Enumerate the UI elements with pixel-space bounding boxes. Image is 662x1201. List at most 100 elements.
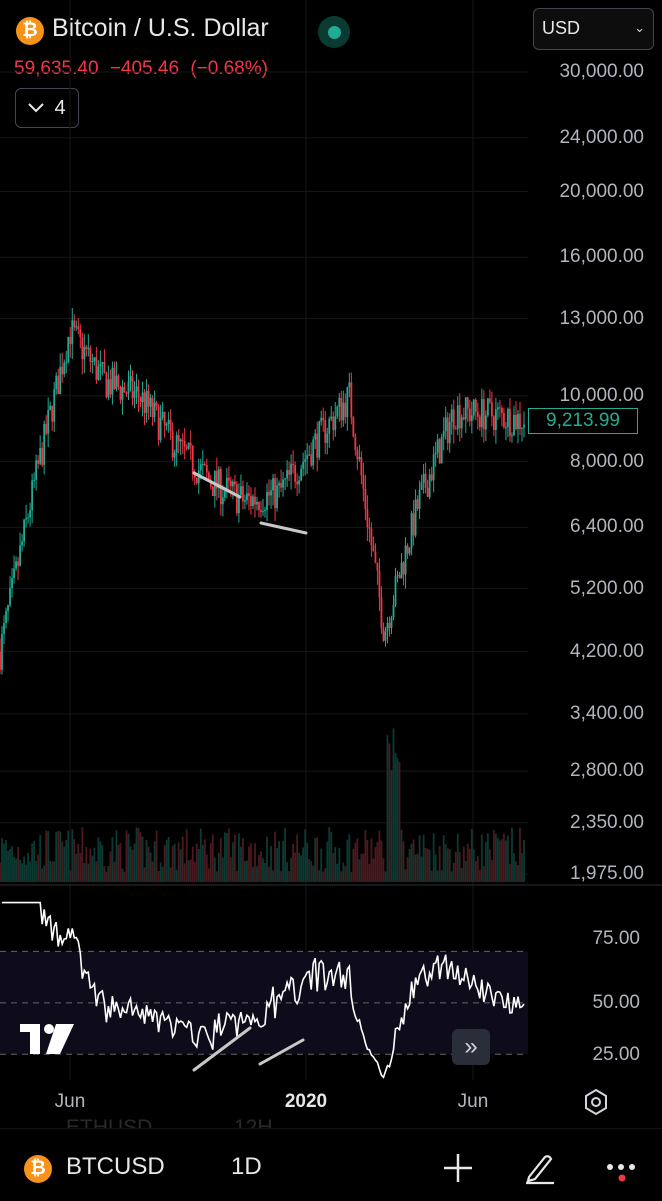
candle-body [322, 417, 325, 421]
volume-bar [472, 849, 475, 882]
volume-bar [298, 852, 301, 882]
candle-body [482, 399, 485, 430]
candle-body [59, 366, 62, 395]
current-price-tag: 9,213.99 [528, 408, 638, 434]
volume-bar [478, 869, 481, 882]
price-axis-label: 4,200.00 [570, 640, 644, 662]
volume-bar [320, 848, 323, 882]
candle-body [159, 417, 162, 440]
volume-bar [191, 846, 194, 882]
volume-bar [35, 860, 38, 882]
chart-settings-icon[interactable] [582, 1088, 610, 1116]
volume-bar [523, 840, 525, 882]
volume-bar [59, 831, 62, 882]
volume-bar [37, 854, 40, 882]
volume-bar [177, 842, 180, 882]
symbol-button[interactable]: BTCUSD [66, 1153, 165, 1180]
scroll-to-realtime-button[interactable]: » [452, 1029, 490, 1065]
volume-bar [163, 845, 166, 882]
candle-body [388, 622, 391, 629]
rsi-axis-label: 75.00 [592, 927, 640, 949]
candle-body [19, 545, 21, 566]
candle-body [314, 433, 317, 440]
volume-bar [368, 863, 371, 882]
candle-body [227, 477, 230, 481]
candle-body [155, 402, 158, 406]
candle-body [442, 431, 445, 437]
candle-body [378, 570, 381, 598]
price-chart[interactable] [0, 0, 662, 1090]
volume-bar [404, 869, 407, 882]
plus-icon[interactable] [441, 1151, 475, 1185]
candle-body [43, 423, 46, 465]
candle-body [67, 337, 70, 362]
volume-bar [356, 838, 359, 882]
candle-body [129, 376, 132, 382]
volume-bar [231, 842, 234, 882]
volume-bar [147, 846, 150, 882]
volume-bar [360, 853, 363, 882]
tradingview-logo-icon[interactable] [20, 1024, 74, 1054]
candle-body [276, 485, 278, 509]
candle-body [288, 470, 291, 475]
volume-bar [497, 838, 499, 882]
volume-bar [179, 849, 182, 882]
candle-body [360, 457, 363, 476]
candle-body [478, 416, 481, 428]
volume-bar [85, 846, 88, 882]
volume-bar [250, 843, 252, 882]
interval-button[interactable]: 1D [231, 1153, 262, 1180]
pencil-drawing-icon[interactable] [523, 1151, 557, 1185]
volume-bar [260, 851, 262, 882]
candle-body [3, 623, 5, 634]
candle-body [264, 509, 266, 512]
symbol-title[interactable]: Bitcoin / U.S. Dollar [52, 14, 269, 42]
double-chevron-right-icon: » [464, 1033, 478, 1060]
candle-body [83, 346, 86, 360]
volume-bar [19, 859, 21, 882]
volume-bar [23, 856, 25, 882]
volume-bar [49, 860, 52, 882]
volume-bar [314, 837, 317, 882]
volume-bar [318, 870, 321, 882]
candle-body [203, 464, 206, 466]
currency-select[interactable]: USD ⌄ [533, 8, 654, 50]
volume-bar [342, 862, 345, 882]
volume-bar [316, 837, 319, 882]
candle-body [509, 408, 511, 436]
candle-body [113, 367, 116, 390]
volume-bar [167, 837, 170, 882]
volume-bar [213, 857, 216, 882]
candle-body [71, 320, 74, 345]
volume-bar [1, 838, 3, 882]
price-axis-label: 6,400.00 [570, 516, 644, 538]
candle-body [9, 587, 11, 606]
price-quote: 59,635.40 −405.46 (−0.68%) [14, 58, 274, 80]
more-options-icon[interactable] [604, 1151, 638, 1185]
volume-bar [95, 861, 98, 882]
volume-bar [484, 842, 487, 882]
volume-bar [308, 859, 311, 882]
volume-bar [438, 846, 441, 882]
volume-bar [107, 865, 110, 882]
chevron-down-icon [28, 103, 45, 113]
candle-body [474, 399, 477, 412]
volume-bar [330, 831, 333, 882]
volume-bar [264, 863, 266, 882]
volume-bar [350, 871, 353, 882]
volume-bar [464, 861, 467, 882]
volume-bar [380, 840, 383, 882]
candle-body [330, 416, 333, 419]
candle-body [352, 417, 355, 437]
indicators-collapse-button[interactable]: 4 [15, 88, 79, 128]
candle-body [77, 326, 80, 330]
candle-body [428, 474, 431, 497]
candle-body [507, 408, 509, 428]
candle-body [484, 415, 487, 430]
candle-body [157, 405, 160, 440]
volume-bar [45, 830, 48, 882]
candle-body [342, 402, 345, 421]
candle-body [476, 411, 479, 417]
candle-body [370, 528, 373, 546]
candle-body [123, 386, 126, 393]
